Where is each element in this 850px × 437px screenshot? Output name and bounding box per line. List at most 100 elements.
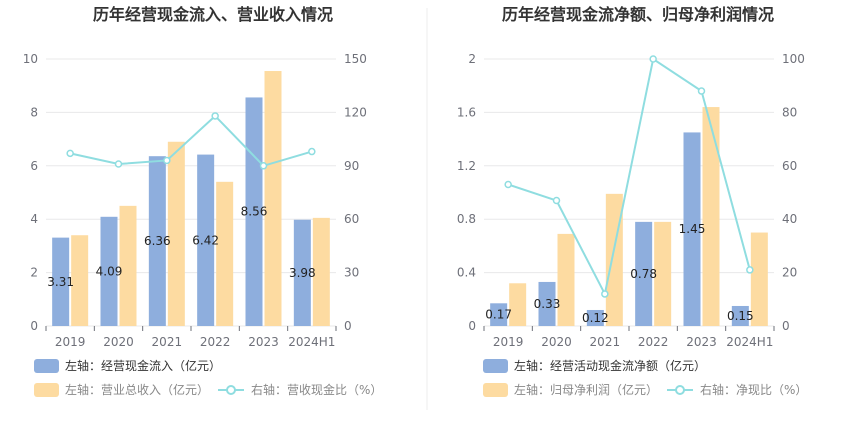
bar-series-0 — [293, 219, 311, 326]
x-axis-tick-label: 2023 — [248, 335, 279, 349]
chart-title: 历年经营现金流入、营业收入情况 — [93, 5, 333, 24]
right-axis-tick-label: 60 — [344, 212, 359, 226]
bar-data-label: 0.15 — [727, 309, 754, 323]
bar-series-1 — [605, 193, 623, 326]
bar-data-label: 0.33 — [534, 297, 561, 311]
right-axis-tick-label: 0 — [344, 319, 352, 333]
left-axis-tick-label: 1.2 — [457, 159, 476, 173]
bar-data-label: 1.45 — [679, 222, 706, 236]
line-point-ratio — [114, 160, 123, 168]
bar-series-0 — [52, 237, 70, 326]
bar-series-1 — [702, 107, 720, 326]
bar-series-0 — [197, 154, 215, 326]
bar-series-1 — [509, 283, 527, 326]
bar-series-0 — [148, 156, 166, 326]
bar-series-0 — [635, 221, 653, 326]
x-axis-tick-label: 2023 — [686, 335, 717, 349]
x-axis-tick-label: 2020 — [541, 335, 572, 349]
bar-series-0 — [683, 132, 701, 326]
legend-swatch-revenue — [34, 383, 59, 397]
x-axis-tick-label: 2022 — [638, 335, 669, 349]
bar-series-1 — [654, 221, 672, 326]
bar-series-1 — [312, 217, 330, 326]
bar-series-1 — [750, 232, 768, 326]
line-point-ratio — [552, 196, 561, 205]
bar-data-label: 6.36 — [144, 234, 171, 248]
legend: 左轴：经营现金流入（亿元） 左轴：营业总收入（亿元） 右轴：营收现金比（%） — [34, 358, 382, 397]
left-axis-tick-label: 0 — [468, 319, 476, 333]
line-point-ratio — [504, 180, 512, 189]
line-point-ratio — [163, 156, 171, 165]
line-point-ratio — [211, 112, 219, 120]
legend: 左轴：经营活动现金流净额（亿元） 左轴：归母净利润（亿元） 右轴：净现比（%） — [483, 358, 807, 397]
plot-area: 0 2 4 6 8 10 0 30 60 90 120 150 2019 2020 2021 2022 2023… — [23, 52, 367, 349]
bar-series-1 — [119, 205, 137, 326]
bar-series-0 — [586, 309, 604, 326]
bar-series-1 — [557, 233, 575, 326]
line-point-ratio — [649, 55, 657, 63]
right-axis-tick-label: 30 — [344, 266, 359, 280]
line-point-ratio — [746, 266, 754, 274]
legend-label-net-cash: 左轴：经营活动现金流净额（亿元） — [514, 358, 706, 373]
bar-series-1 — [216, 181, 234, 326]
bar-data-label: 0.17 — [485, 308, 512, 322]
right-axis-tick-label: 150 — [344, 52, 367, 66]
x-axis-tick-label: 2024H1 — [288, 335, 335, 349]
left-axis-tick-label: 8 — [30, 105, 38, 119]
x-axis-tick-label: 2019 — [55, 335, 86, 349]
right-axis-tick-label: 40 — [782, 212, 797, 226]
chart-title: 历年经营现金流净额、归母净利润情况 — [502, 5, 774, 24]
legend-label-ratio: 右轴：营收现金比（%） — [251, 382, 382, 397]
line-point-ratio — [259, 162, 268, 170]
left-axis-tick-label: 2 — [468, 52, 476, 66]
legend-label-ratio: 右轴：净现比（%） — [700, 382, 807, 397]
bar-data-label: 3.98 — [289, 266, 316, 280]
line-point-ratio — [601, 290, 609, 298]
left-axis-tick-label: 6 — [30, 159, 38, 173]
bar-series-1 — [71, 235, 89, 326]
line-point-ratio — [697, 87, 706, 95]
right-axis-tick-label: 120 — [344, 105, 367, 119]
left-axis-tick-label: 2 — [30, 266, 38, 280]
bar-series-0 — [731, 305, 749, 326]
bar-series-0 — [100, 216, 118, 326]
bar-data-label: 4.09 — [96, 264, 123, 278]
right-axis-tick-label: 60 — [782, 159, 797, 173]
line-series-ratio — [507, 57, 751, 297]
legend-swatch-net-profit — [483, 383, 508, 397]
right-axis-tick-label: 0 — [782, 319, 790, 333]
line-series-ratio — [69, 114, 313, 167]
bar-series-1 — [264, 71, 282, 326]
legend-label-revenue: 左轴：营业总收入（亿元） — [65, 382, 209, 397]
bar-data-label: 3.31 — [47, 275, 74, 289]
bar-series-0 — [490, 303, 508, 326]
bar-data-label: 6.42 — [192, 233, 219, 247]
bar-data-label: 0.78 — [630, 267, 657, 281]
x-axis-tick-label: 2019 — [493, 335, 524, 349]
bar-data-label: 0.12 — [582, 311, 609, 325]
left-axis-tick-label: 10 — [23, 52, 38, 66]
legend-swatch-net-cash — [483, 359, 508, 373]
right-axis-tick-label: 90 — [344, 159, 359, 173]
bar-series-0 — [538, 281, 556, 326]
legend-label-net-profit: 左轴：归母净利润（亿元） — [514, 382, 658, 397]
chart-panel-cash-inflow-revenue: 历年经营现金流入、营业收入情况 0 2 4 6 8 10 0 30 60 90 120 150 2019… — [23, 5, 382, 397]
legend-label-cash-inflow: 左轴：经营现金流入（亿元） — [65, 358, 221, 373]
bar-series-1 — [167, 141, 185, 326]
left-axis-tick-label: 0.8 — [457, 212, 476, 226]
x-axis-tick-label: 2020 — [103, 335, 134, 349]
line-point-ratio — [66, 149, 74, 158]
bar-data-label: 8.56 — [241, 205, 268, 219]
legend-marker-ratio — [226, 385, 236, 395]
legend-marker-ratio — [675, 385, 685, 395]
left-axis-tick-label: 0.4 — [457, 266, 476, 280]
x-axis-tick-label: 2024H1 — [726, 335, 773, 349]
right-axis-tick-label: 80 — [782, 105, 797, 119]
bar-series-0 — [245, 97, 263, 326]
line-point-ratio — [308, 147, 316, 156]
chart-panel-net-cash-profit: 历年经营现金流净额、归母净利润情况 0 0.4 0.8 1.2 1.6 2020 40 60 8… — [457, 5, 807, 397]
right-axis-tick-label: 100 — [782, 52, 805, 66]
left-axis-tick-label: 1.6 — [457, 105, 476, 119]
